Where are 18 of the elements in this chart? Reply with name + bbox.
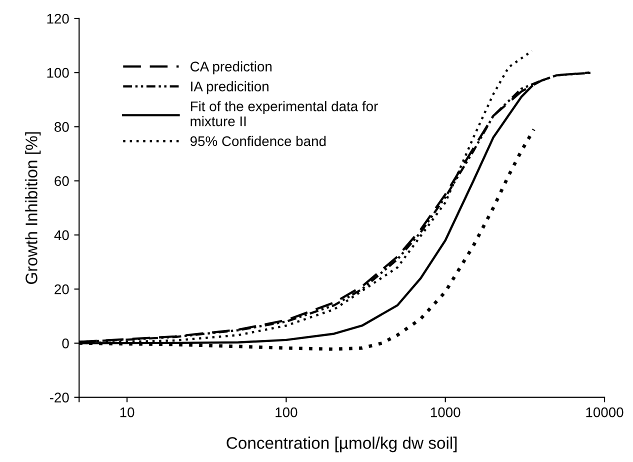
y-tick-label: 40 [54,230,69,240]
legend-label: Fit of the experimental data for mixture II [190,101,378,126]
y-tick-label: 60 [54,176,69,186]
y-tick-label: 120 [47,14,69,24]
y-tick-label: -20 [50,392,69,402]
y-tick-label: 0 [62,338,69,348]
y-axis-title: Growth Inhibition [%] [25,132,41,284]
x-tick-label: 10 [120,407,134,418]
y-tick-label: 80 [54,122,69,132]
legend-label: IA predicition [191,81,268,94]
x-tick-label: 1000 [430,407,460,418]
x-tick-label: 10000 [586,407,624,418]
legend-label: CA prediction [190,61,272,74]
x-tick-label: 100 [276,407,298,418]
x-axis-title: Concentration [µmol/kg dw soil] [226,436,457,452]
y-tick-label: 100 [47,68,69,78]
y-tick-label: 20 [54,284,69,294]
legend-label: 95% Confidence band [190,136,326,146]
